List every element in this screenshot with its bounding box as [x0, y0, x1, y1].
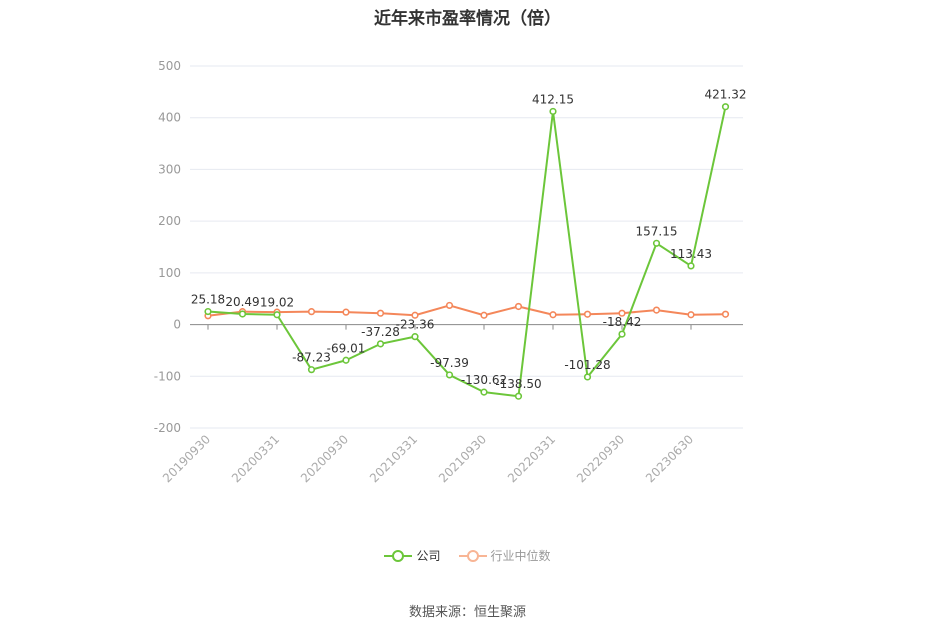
legend-item-industry[interactable]: 行业中位数 [458, 547, 551, 564]
data-point-industry [480, 311, 488, 319]
data-label: 113.43 [670, 247, 712, 261]
data-point-company [480, 388, 488, 396]
data-point-company [238, 310, 247, 318]
data-point-industry [687, 311, 695, 319]
series-layer [204, 103, 730, 400]
y-tick-label: 400 [158, 111, 181, 125]
data-point-company [307, 366, 316, 374]
data-labels: 25.18 20.49 19.02 -87.23-69.01 -37.28-23.36 -… [191, 88, 747, 392]
data-point-industry [376, 309, 385, 317]
data-point-company [549, 107, 557, 116]
data-point-industry [721, 310, 730, 318]
data-point-industry [549, 311, 557, 319]
data-point-company [204, 307, 212, 316]
y-tick-label: 200 [158, 214, 181, 228]
data-label: -130.62 [461, 373, 507, 387]
data-label: 421.32 [705, 88, 747, 102]
x-tick-label: 20200331 [229, 432, 282, 485]
y-tick-label: 300 [158, 162, 181, 176]
y-tick-label: 0 [173, 318, 181, 332]
data-label: 412.15 [532, 92, 574, 106]
data-label: -18.42 [603, 315, 642, 329]
data-point-company [652, 239, 661, 247]
legend-item-company[interactable]: 公司 [384, 547, 441, 564]
data-label: -101.28 [564, 358, 610, 372]
data-label: 157.15 [636, 224, 678, 238]
data-point-industry [652, 306, 661, 314]
y-tick-label: -200 [154, 421, 181, 435]
data-label: 19.02 [260, 296, 294, 310]
data-source: 数据来源：恒生聚源 [408, 605, 526, 620]
series-line-company [207, 106, 727, 398]
data-point-company [273, 311, 281, 319]
data-point-company [411, 333, 419, 341]
data-point-company [687, 262, 695, 270]
y-axis: 500 400 300 200 100 0 -100 -200 [154, 59, 181, 435]
data-point-industry [411, 311, 419, 319]
data-point-industry [307, 308, 316, 316]
x-tick-label: 20220331 [505, 432, 558, 485]
data-point-industry [445, 301, 454, 310]
data-point-industry [618, 309, 626, 317]
data-point-company [514, 392, 523, 400]
data-point-company [583, 373, 592, 381]
data-label: -37.28 [361, 325, 400, 339]
x-axis: 20190930 20200331 20200930 20210331 20210930… [160, 324, 743, 485]
data-label: -138.50 [495, 377, 541, 391]
legend: 公司 行业中位数 [0, 547, 935, 564]
data-label: -69.01 [327, 341, 366, 355]
x-tick-label: 20210331 [367, 432, 420, 485]
x-tick-label: 20210930 [436, 432, 489, 485]
data-label: -23.36 [396, 318, 435, 332]
legend-company-marker [384, 549, 413, 562]
data-point-industry [342, 308, 350, 316]
data-point-company [618, 330, 626, 338]
grid-lines [190, 65, 743, 429]
data-point-company [376, 340, 385, 348]
data-point-industry [583, 310, 592, 318]
y-tick-label: 100 [158, 266, 181, 280]
x-tick-label: 20230630 [643, 432, 696, 485]
x-tick-label: 20190930 [160, 432, 213, 485]
data-label: -87.23 [292, 351, 331, 365]
data-label: -97.39 [430, 356, 469, 370]
data-point-company [721, 103, 730, 111]
y-tick-label: -100 [154, 369, 181, 383]
x-tick-label: 20220930 [574, 432, 627, 485]
data-point-industry [514, 302, 523, 311]
data-point-company [342, 356, 350, 364]
chart-title: 近年来市盈率情况（倍） [374, 9, 561, 29]
legend-industry-marker [458, 549, 487, 562]
data-label: 25.18 [191, 293, 225, 307]
x-tick-label: 20200930 [298, 432, 351, 485]
legend-company-label: 公司 [416, 549, 441, 563]
series-line-industry [207, 304, 726, 317]
data-label: 20.49 [225, 295, 259, 309]
legend-industry-label: 行业中位数 [490, 549, 551, 563]
y-tick-label: 500 [158, 59, 181, 73]
data-point-company [445, 371, 454, 379]
